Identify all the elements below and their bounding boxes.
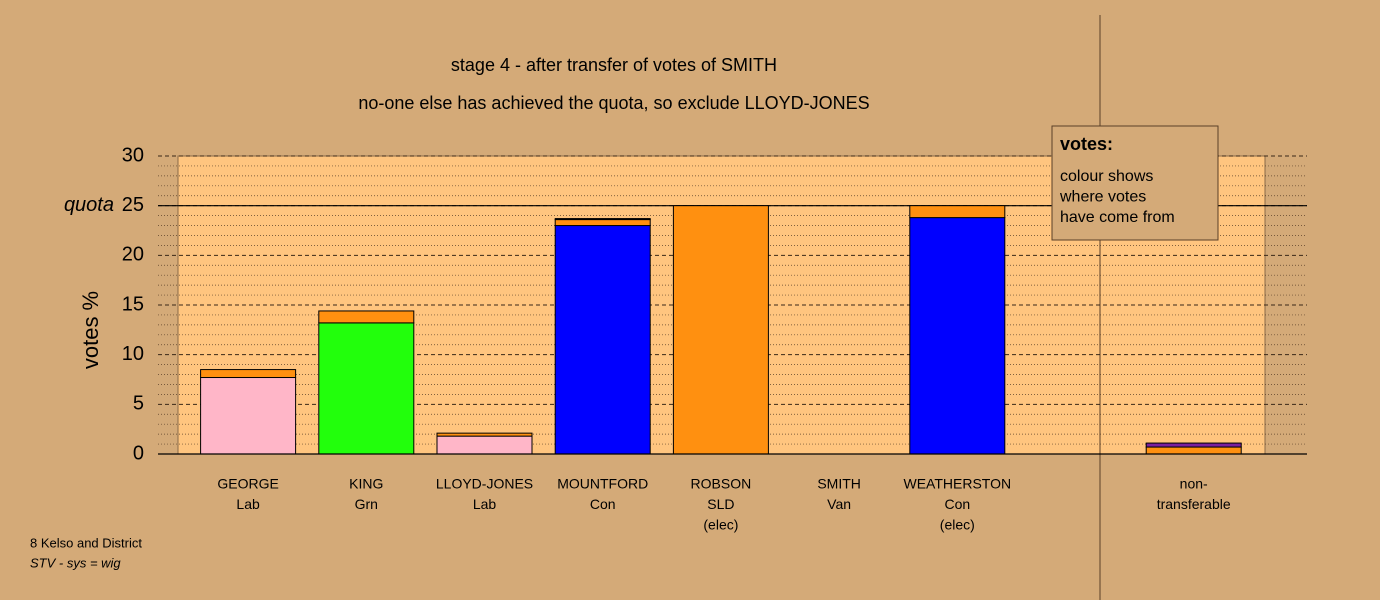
bar-segment [436,432,533,437]
bar-segment [554,218,651,221]
legend-title: votes: [1060,134,1113,154]
bar-segment [672,205,769,455]
x-tick-label: Grn [355,496,378,512]
legend-text: where votes [1059,189,1146,206]
bar-segment [909,217,1006,455]
x-tick-label: Van [827,496,851,512]
legend-text: have come from [1060,209,1175,226]
chart-title: stage 4 - after transfer of votes of SMI… [451,55,777,75]
x-tick-label: Lab [473,496,497,512]
footnote-italic: STV - sys = wig [30,555,121,570]
y-tick-label: 15 [122,293,144,315]
x-tick-label: MOUNTFORD [557,476,648,492]
bar-segment [554,219,651,227]
y-tick-label: 20 [122,244,144,266]
x-tick-label: Con [590,496,616,512]
bar-segment [200,369,297,379]
x-tick-label: KING [349,476,383,492]
x-tick-label: (elec) [940,517,975,533]
y-tick-label: 5 [133,393,144,415]
y-tick-label: 10 [122,343,144,365]
y-axis-label: votes % [78,291,103,369]
chart-subtitle: no-one else has achieved the quota, so e… [358,93,869,113]
bar-segment [1145,446,1242,455]
y-tick-label: 0 [133,442,144,464]
bar-segment [318,322,415,455]
x-tick-label: WEATHERSTON [903,476,1011,492]
y-tick-label: 25 [122,194,144,216]
x-tick-label: Lab [236,496,260,512]
bar-segment [909,205,1006,219]
x-tick-label: non- [1180,476,1208,492]
bar-segment [436,435,533,455]
x-tick-label: transferable [1157,496,1231,512]
bar-segment [318,310,415,324]
bar-segment [200,377,297,455]
legend-box [1051,125,1219,241]
x-tick-label: GEORGE [217,476,278,492]
bar-segment [1145,442,1242,448]
x-tick-label: Con [944,496,970,512]
bar-segment [554,225,651,455]
x-tick-label: (elec) [703,517,738,533]
x-tick-label: ROBSON [691,476,752,492]
x-tick-label: LLOYD-JONES [436,476,533,492]
y-tick-label: 30 [122,144,144,166]
footnote: 8 Kelso and District [30,535,142,550]
x-tick-label: SLD [707,496,734,512]
quota-label: quota [64,194,114,216]
x-tick-label: SMITH [817,476,861,492]
legend-text: colour shows [1060,168,1153,185]
